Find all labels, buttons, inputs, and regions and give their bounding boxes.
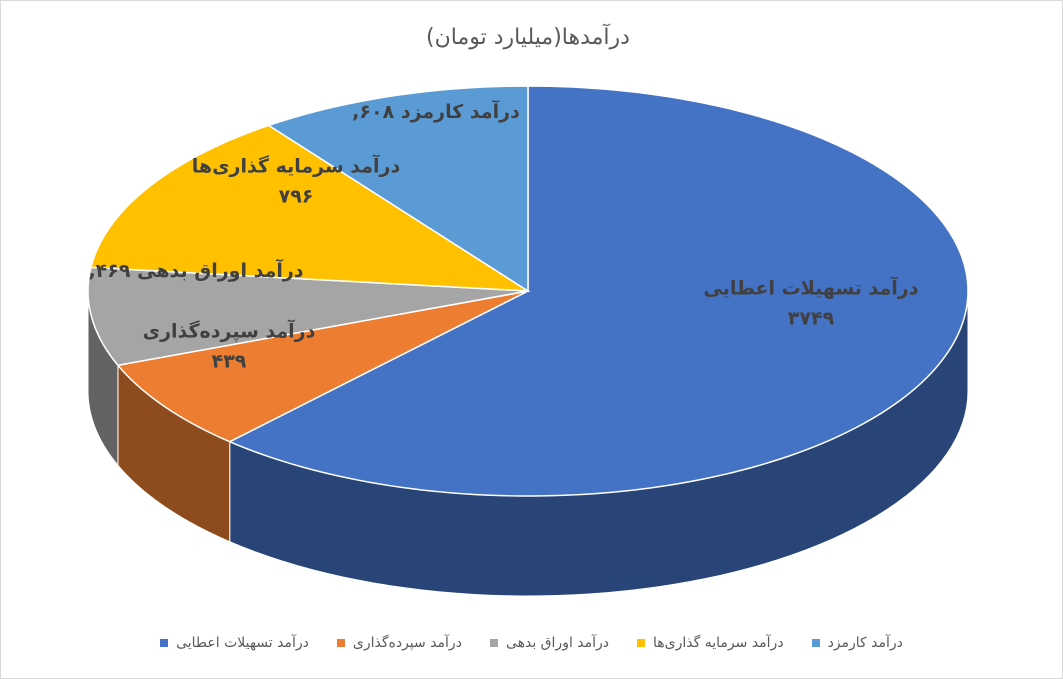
pie-slice [266, 85, 529, 293]
data-label: درآمد کارمزد ۶۰۸, [352, 99, 520, 123]
value-label: ۴۳۹ [212, 351, 247, 373]
pie-slice [116, 290, 529, 443]
legend-swatch [489, 639, 498, 647]
legend: درآمد تسهیلات اعطایی درآمد سپرده‌گذاری درآ… [1, 635, 1062, 651]
pie-slice [87, 266, 529, 367]
value-label: ۷۹۶ [279, 186, 314, 208]
legend-item: درآمد کارمزد [811, 635, 903, 651]
legend-swatch [160, 639, 169, 647]
legend-swatch [811, 639, 820, 647]
legend-label: درآمد اوراق بدهی [505, 635, 610, 651]
legend-item: درآمد اوراق بدهی [489, 635, 610, 651]
plot: درآمدها(میلیارد تومان) درآمد تسهیلات اعط… [87, 23, 969, 597]
pie-slice [227, 85, 969, 497]
legend-swatch [637, 639, 646, 647]
value-label: ۶۰۸, [352, 101, 394, 123]
chart-title: درآمدها(میلیارد تومان) [426, 23, 630, 50]
legend-label: درآمد سپرده‌گذاری [352, 635, 462, 651]
value-label: ۳۷۴۹ [788, 308, 835, 330]
pie-slice [89, 124, 531, 292]
legend-item: درآمد سرمایه گذاری‌ها [637, 635, 784, 651]
legend-label: درآمد کارمزد [827, 635, 903, 651]
category-label: درآمد تسهیلات اعطایی [704, 276, 919, 300]
data-label: درآمد اوراق بدهی ۴۶۹, [88, 258, 303, 282]
category-label: درآمد سرمایه گذاری‌ها [192, 154, 401, 178]
category-label: درآمد اوراق بدهی [137, 258, 304, 282]
legend-swatch [336, 639, 345, 647]
value-label: ۴۶۹, [88, 260, 130, 282]
legend-item: درآمد تسهیلات اعطایی [160, 635, 309, 651]
category-label: درآمد سپرده‌گذاری [143, 319, 316, 343]
category-label: درآمد کارمزد [401, 99, 520, 123]
legend-item: درآمد سپرده‌گذاری [336, 635, 462, 651]
legend-label: درآمد سرمایه گذاری‌ها [653, 635, 784, 651]
legend-label: درآمد تسهیلات اعطایی [176, 635, 309, 651]
